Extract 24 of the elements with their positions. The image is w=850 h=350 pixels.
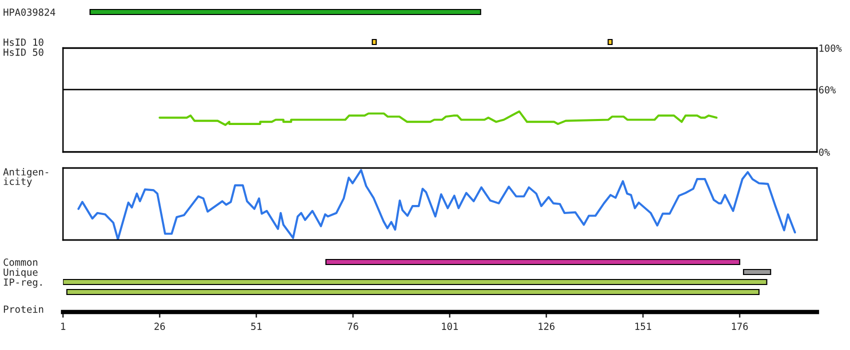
bar	[63, 278, 768, 286]
x-axis-title: Protein	[4, 305, 44, 313]
bar	[325, 258, 740, 266]
x-tick-label: 76	[348, 322, 358, 330]
x-tick-label: 101	[442, 322, 458, 330]
y-tick-label: HsID 50	[4, 48, 44, 56]
bar	[66, 288, 760, 296]
y-tick-label: 60%	[819, 86, 836, 94]
y-tick-label: 0%	[819, 148, 830, 156]
y-axis-title: Antigen- icity	[3, 168, 48, 187]
y-tick-label: Common	[4, 258, 38, 266]
x-tick-label: 151	[635, 322, 652, 330]
line-series	[158, 110, 718, 126]
y-tick-label: HsID 10	[4, 38, 44, 46]
y-tick-label: 100%	[820, 44, 842, 52]
y-tick-label: HPA039824	[4, 8, 56, 16]
y-tick-label: Unique	[4, 268, 38, 278]
x-tick-label: 26	[154, 322, 165, 330]
x-tick-label: 51	[251, 322, 262, 330]
x-tick-label: 176	[732, 322, 748, 330]
y-tick-label: IP-reg.	[4, 278, 42, 288]
x-tick-label: 1	[61, 322, 66, 330]
bar	[742, 268, 772, 276]
x-tick-label: 126	[538, 322, 554, 330]
